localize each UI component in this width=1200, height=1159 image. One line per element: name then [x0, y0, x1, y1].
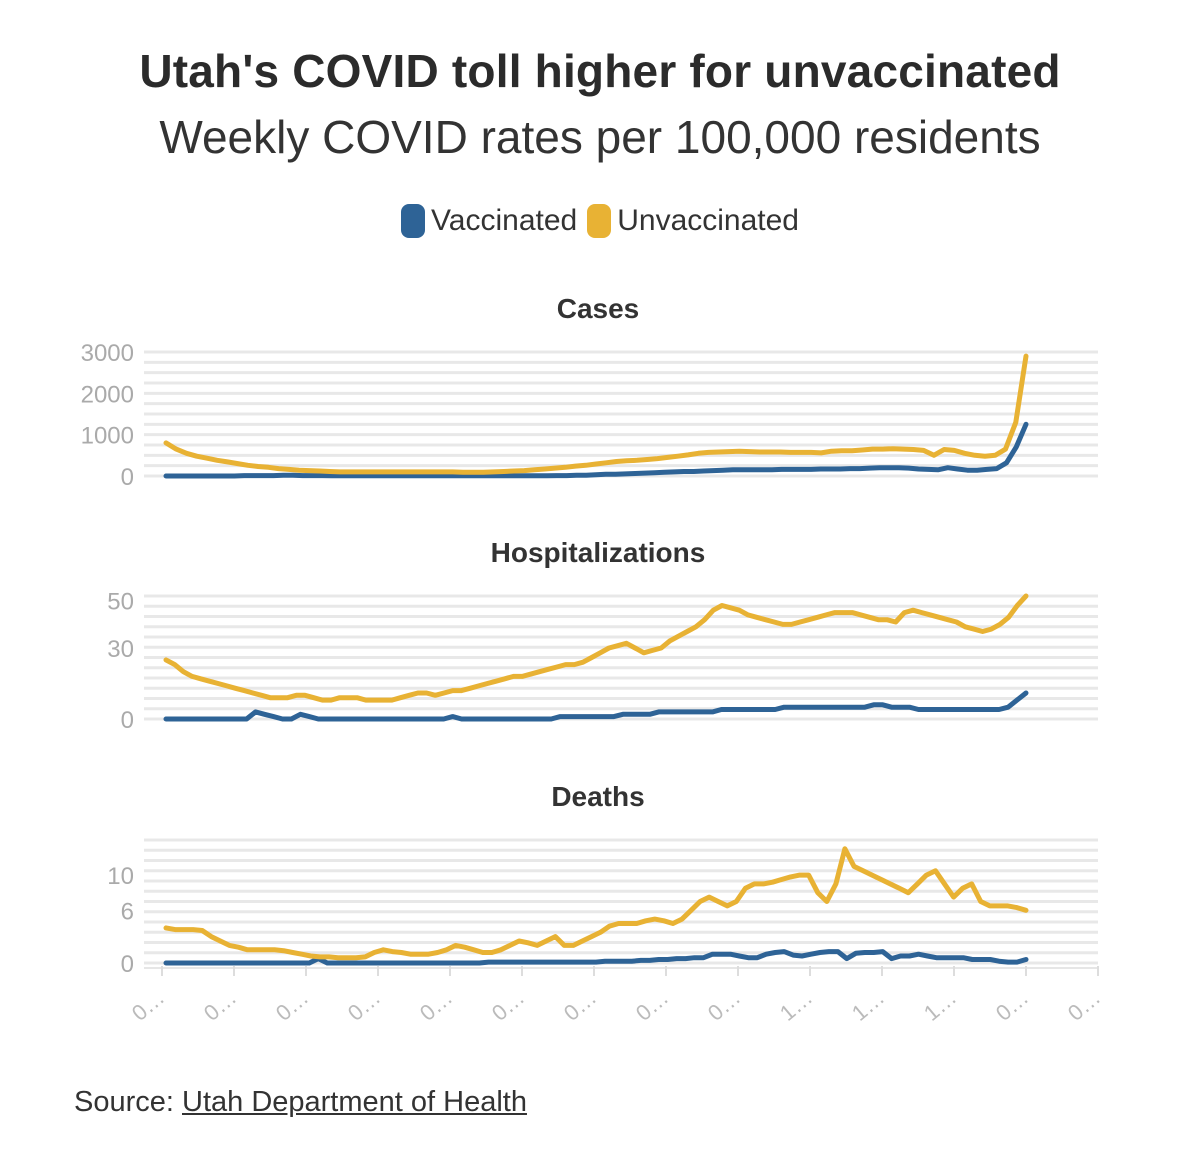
cases-panel-title: Cases: [557, 293, 640, 324]
x-tick-label: 1…: [775, 985, 817, 1026]
x-tick-label: 0…: [991, 985, 1033, 1026]
deaths-y-tick-label: 10: [107, 863, 134, 890]
cases-y-tick-label: 2000: [81, 381, 134, 408]
hospitalizations-y-tick-label: 50: [107, 589, 134, 616]
cases-y-tick-label: 1000: [81, 423, 134, 450]
legend-label-vaccinated: Vaccinated: [431, 204, 578, 237]
deaths-series-vaccinated: [163, 949, 1029, 966]
x-tick-label: 0…: [343, 985, 385, 1026]
deaths-y-tick-label: 0: [121, 951, 134, 978]
x-tick-label: 0…: [487, 985, 529, 1026]
cases-series-unvaccinated: [163, 353, 1029, 475]
x-tick-label: 0…: [1063, 985, 1105, 1026]
x-tick-label: 0…: [415, 985, 457, 1026]
hospitalizations-y-tick-label: 0: [121, 707, 134, 734]
cases-y-tick-label: 3000: [81, 340, 134, 367]
hospitalizations-y-tick-label: 30: [107, 636, 134, 663]
source-prefix: Source:: [74, 1086, 182, 1118]
x-tick-label: 0…: [199, 985, 241, 1026]
x-tick-label: 0…: [271, 985, 313, 1026]
chart-subtitle: Weekly COVID rates per 100,000 residents: [159, 111, 1041, 163]
legend-swatch-vaccinated: [401, 204, 425, 238]
legend-item-vaccinated[interactable]: Vaccinated: [401, 204, 577, 238]
hospitalizations-series-vaccinated: [163, 690, 1029, 722]
deaths-y-tick-label: 6: [121, 898, 134, 925]
hospitalizations-series-unvaccinated: [163, 593, 1029, 703]
hospitalizations-panel-title: Hospitalizations: [491, 537, 706, 568]
x-tick-label: 0…: [559, 985, 601, 1026]
cases-y-tick-label: 0: [121, 464, 134, 491]
x-tick-label: 1…: [919, 985, 961, 1026]
legend-item-unvaccinated[interactable]: Unvaccinated: [587, 204, 799, 238]
cases-series-vaccinated: [163, 421, 1029, 479]
legend: Vaccinated Unvaccinated: [0, 204, 1200, 238]
x-tick-label: 0…: [127, 985, 169, 1026]
x-tick-label: 0…: [703, 985, 745, 1026]
source-link[interactable]: Utah Department of Health: [182, 1086, 527, 1118]
source-note: Source: Utah Department of Health: [74, 1086, 527, 1119]
legend-swatch-unvaccinated: [587, 204, 612, 238]
charts-canvas: Cases 3000 2000 1000 0 Hospitalizations 50 30 0 D…: [81, 293, 1106, 1026]
chart-title: Utah's COVID toll higher for unvaccinate…: [139, 45, 1061, 97]
x-tick-label: 0…: [631, 985, 673, 1026]
legend-label-unvaccinated: Unvaccinated: [617, 204, 799, 237]
deaths-panel-title: Deaths: [551, 781, 644, 812]
deaths-series-unvaccinated: [163, 846, 1029, 961]
x-tick-label: 1…: [847, 985, 889, 1026]
